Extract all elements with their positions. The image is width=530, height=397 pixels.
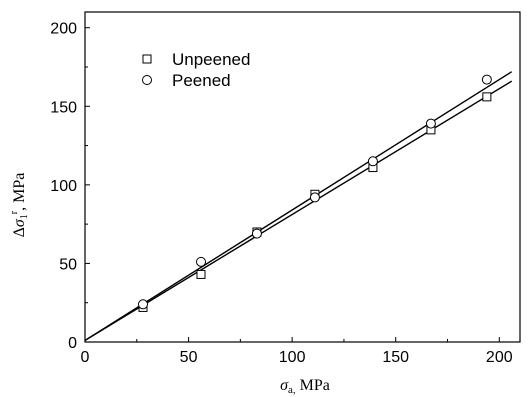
y-tick-label: 0 (68, 335, 77, 352)
y-axis-label-subscript: 1 (19, 214, 30, 219)
x-axis-label-symbol: σ (280, 377, 289, 394)
marker-peened (309, 192, 320, 203)
marker-peened (425, 118, 436, 129)
x-axis: 0 50 100 150 200 (81, 337, 513, 366)
y-axis-label-unit: , MPa (11, 173, 28, 211)
x-tick-label: 0 (81, 349, 90, 366)
legend-marker-circle (142, 75, 152, 85)
legend-label: Unpeened (172, 50, 250, 69)
marker-unpeened (196, 269, 206, 279)
legend: Unpeened Peened (142, 50, 250, 90)
legend-label: Peened (172, 71, 231, 90)
legend-marker-square (142, 54, 152, 64)
x-tick-label: 50 (180, 349, 198, 366)
x-axis-label: σa, MPa (280, 377, 330, 396)
marker-peened (251, 228, 262, 239)
x-tick-label: 200 (486, 349, 513, 366)
x-axis-label-subscript: a, (288, 384, 296, 396)
y-axis: 0 50 100 150 200 (50, 21, 90, 352)
marker-peened (481, 74, 492, 85)
y-tick-label: 200 (50, 21, 77, 38)
x-tick-label: 100 (279, 349, 306, 366)
data-markers (138, 74, 492, 312)
x-axis-label-unit: MPa (296, 377, 330, 394)
y-axis-label-superscript: r (9, 210, 20, 214)
marker-peened (196, 256, 206, 267)
y-tick-label: 100 (50, 178, 77, 195)
fit-lines (84, 71, 513, 342)
marker-peened (367, 156, 378, 167)
y-axis-label-prefix: Δ (11, 227, 28, 237)
y-axis-label-symbol: σ (11, 218, 28, 227)
fit-line-peened (84, 71, 513, 342)
fit-line-unpeened (84, 80, 513, 342)
y-tick-label: 50 (59, 256, 77, 273)
x-tick-label: 150 (382, 349, 409, 366)
plot-area (84, 11, 521, 343)
marker-unpeened (482, 92, 492, 102)
marker-peened (138, 299, 148, 310)
plot-frame (84, 11, 521, 343)
y-axis-label: Δσ1r, MPa (9, 173, 30, 238)
y-tick-label: 150 (50, 99, 77, 116)
